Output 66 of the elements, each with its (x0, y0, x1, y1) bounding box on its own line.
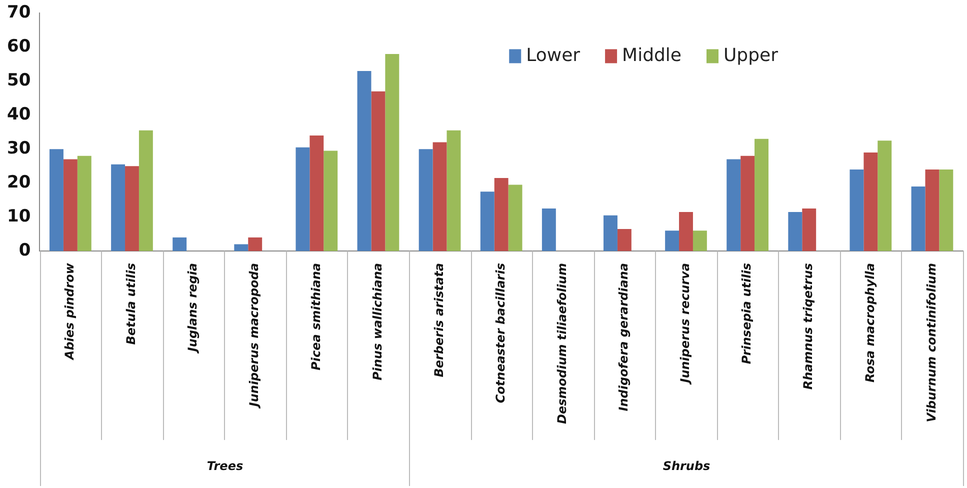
bar (692, 230, 707, 252)
bar (63, 159, 78, 252)
y-tick-label: 0 (18, 240, 31, 260)
x-tick-label: Rhamnus triqetrus (801, 263, 816, 390)
x-tick-label: Pinus wallichiana (370, 263, 384, 380)
bar (494, 178, 508, 252)
x-tick-label: Berberis aristata (432, 263, 446, 378)
y-tick-label: 40 (6, 104, 31, 125)
bar (542, 208, 556, 252)
bar (665, 230, 680, 252)
bar (248, 237, 262, 252)
bar (385, 54, 400, 252)
bar (480, 192, 494, 252)
bar (138, 130, 153, 252)
bar (754, 138, 768, 252)
bar (604, 215, 618, 252)
legend-label: Middle (622, 44, 682, 66)
y-tick-label: 60 (6, 36, 31, 57)
bar (172, 237, 187, 252)
bar (446, 130, 461, 252)
x-tick-label: Juniperus recurva (678, 263, 692, 385)
x-tick-label: Juglans regia (186, 263, 200, 354)
bar (726, 159, 741, 252)
bar (111, 164, 126, 252)
text: Shrubs (662, 459, 710, 474)
bar (850, 169, 864, 252)
x-tick-label: Prinsepia utilis (740, 263, 754, 364)
bar (234, 244, 248, 252)
bar (324, 150, 338, 252)
text: Trees (206, 459, 244, 474)
x-tick-label: Abies pindrow (62, 262, 77, 361)
bar (371, 91, 386, 252)
x-tick-label: Viburnum continifolium (924, 263, 938, 422)
bar (296, 147, 310, 252)
x-tick-label: Rosa macrophylla (862, 263, 877, 382)
bar (418, 149, 433, 252)
y-tick-label: 10 (6, 206, 31, 226)
x-tick-label: Indigofera gerardiana (616, 263, 631, 412)
bar (802, 208, 816, 252)
bar (357, 70, 372, 252)
legend-label: Lower (526, 44, 581, 66)
bar (740, 156, 755, 252)
bar (788, 212, 802, 252)
bar (50, 149, 64, 252)
x-tick-label: Betula utilis (124, 263, 138, 345)
bar (939, 169, 954, 252)
bar (508, 184, 522, 252)
bar (617, 228, 632, 252)
bar (77, 156, 92, 252)
y-tick-label: 30 (6, 138, 31, 159)
bar (310, 136, 324, 252)
x-tick-label: Cotneaster bacillaris (493, 263, 508, 404)
bar (925, 169, 940, 252)
x-tick-label: Juniperus macropoda (247, 263, 262, 409)
bar (864, 152, 878, 252)
legend-label: Upper (724, 44, 779, 66)
bar (432, 142, 447, 252)
x-tick-label: Picea smithiana (308, 263, 323, 370)
bar (679, 212, 693, 252)
bar (125, 166, 139, 252)
x-tick-label: Desmodium tiliaefolium (555, 263, 570, 424)
bar (878, 140, 892, 252)
bar (911, 186, 926, 252)
y-tick-label: 70 (6, 2, 31, 23)
y-tick-label: 20 (6, 172, 31, 192)
y-tick-label: 50 (6, 70, 31, 91)
